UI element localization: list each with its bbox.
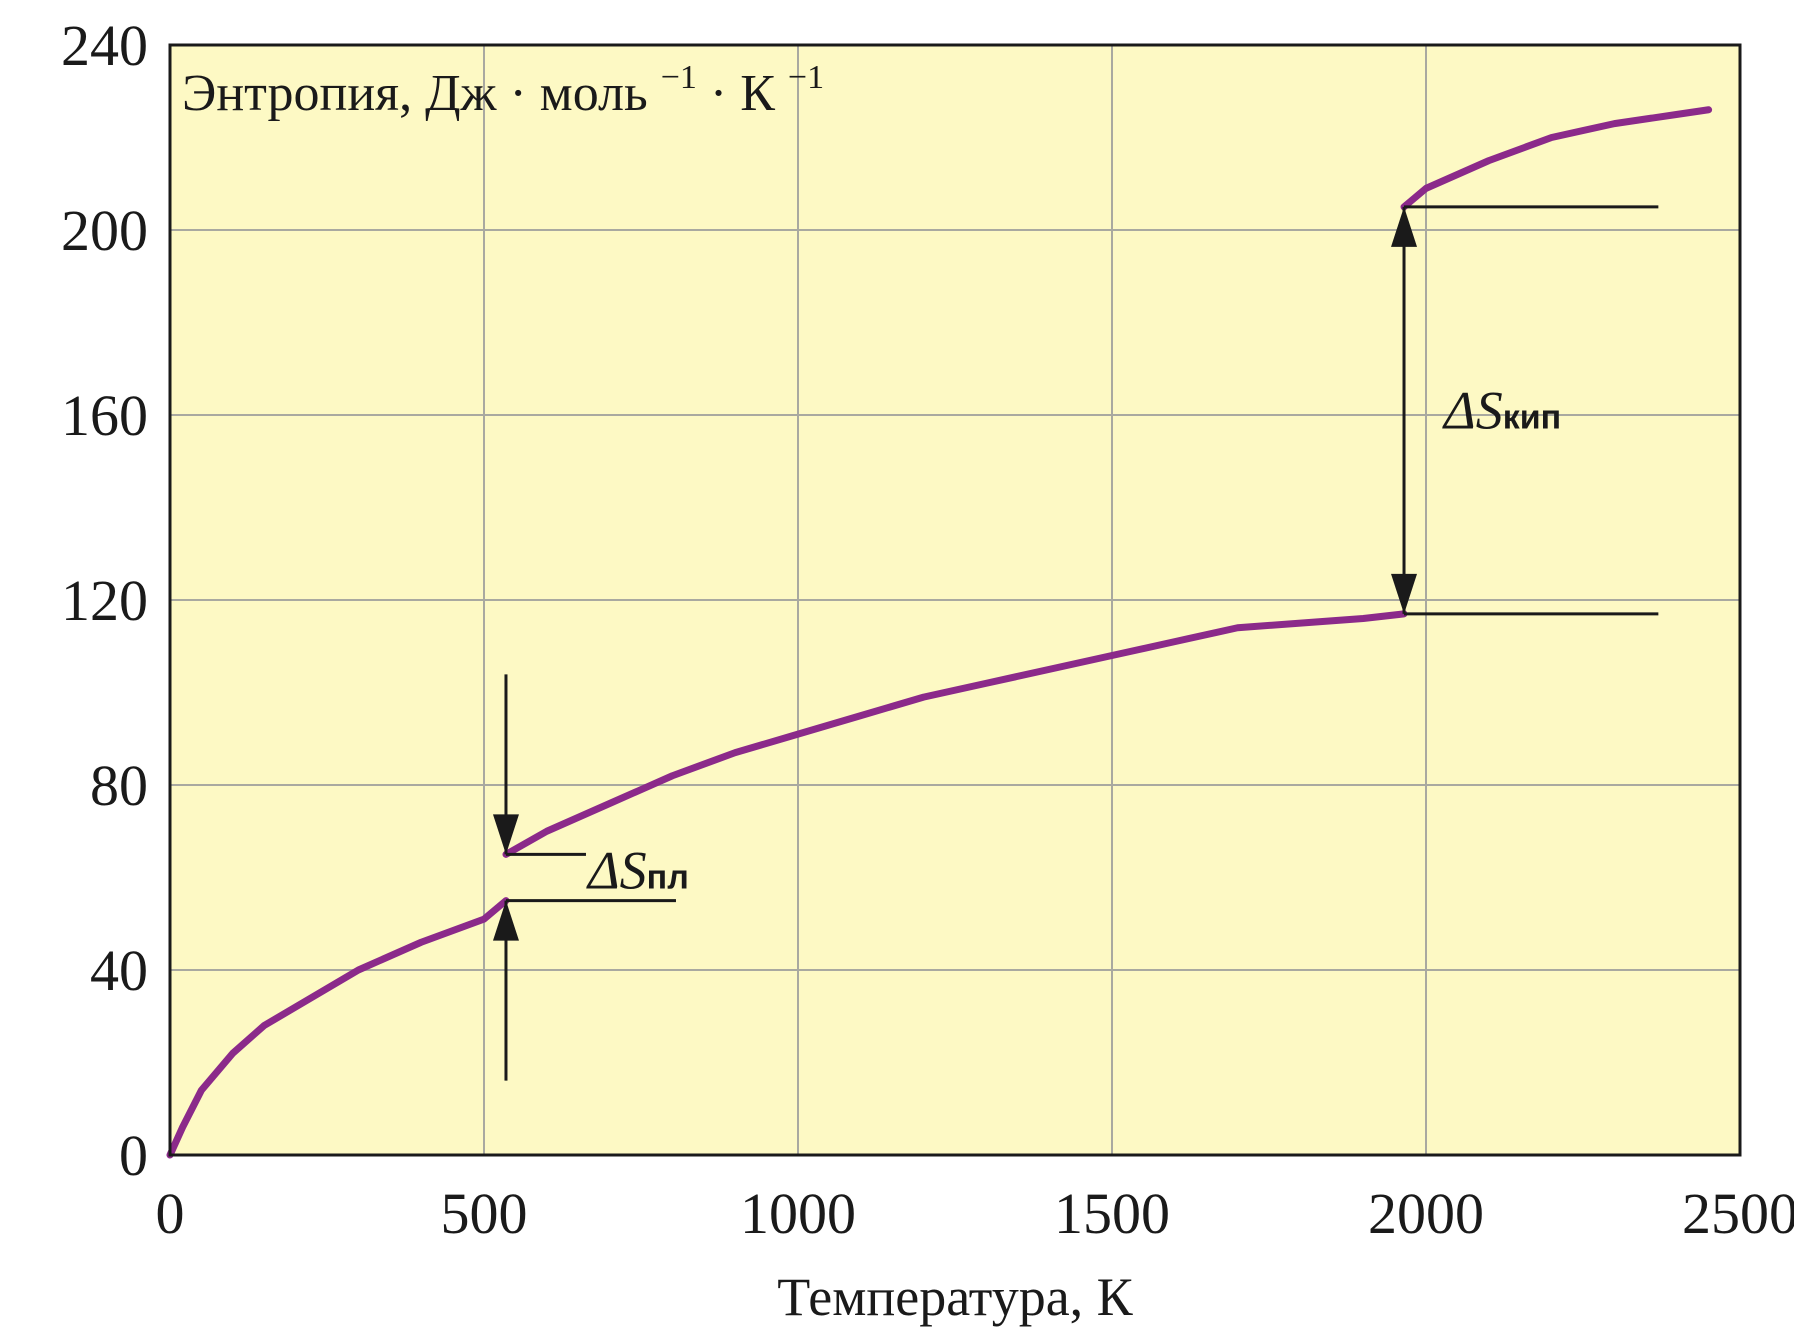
- y-axis-title-sup2: −1: [788, 59, 824, 96]
- y-axis-title-mid: · К: [710, 65, 775, 122]
- x-tick-label: 500: [441, 1181, 528, 1246]
- y-tick-labels: 0 40 80 120 160 200 240: [61, 13, 148, 1188]
- y-tick-label: 240: [61, 13, 148, 78]
- y-tick-label: 120: [61, 568, 148, 633]
- grid: [169, 44, 1741, 1156]
- y-tick-label: 200: [61, 198, 148, 263]
- x-axis-title: Температура, К: [777, 1267, 1133, 1327]
- arrow-head: [492, 900, 519, 941]
- melting-entropy-symbol: ΔS: [586, 840, 647, 900]
- plot-frame: [168, 43, 1742, 1157]
- x-tick-label: 2000: [1368, 1181, 1484, 1246]
- curve-segment: [502, 610, 1408, 858]
- x-tick-label: 2500: [1682, 1181, 1794, 1246]
- boiling-entropy-subscript: кип: [1503, 398, 1561, 436]
- melting-entropy-subscript: пл: [647, 858, 689, 896]
- y-axis-title-sup1: −1: [661, 59, 697, 96]
- y-tick-label: 0: [119, 1123, 148, 1188]
- arrow-head: [1391, 573, 1418, 614]
- curve-segment: [1400, 106, 1713, 211]
- arrow-head: [492, 814, 519, 855]
- x-tick-label: 0: [156, 1181, 185, 1246]
- curve-segment: [166, 897, 510, 1159]
- melting-entropy-label: ΔSпл: [586, 840, 689, 900]
- y-tick-label: 80: [90, 753, 148, 818]
- x-tick-label: 1500: [1054, 1181, 1170, 1246]
- y-axis-title-text: Энтропия, Дж · моль: [182, 65, 648, 122]
- y-axis-title: Энтропия, Дж · моль −1 · К −1: [182, 43, 824, 122]
- boiling-entropy-label: ΔSкип: [1442, 380, 1561, 440]
- y-tick-label: 160: [61, 383, 148, 448]
- y-tick-label: 40: [90, 938, 148, 1003]
- entropy-curve: [166, 106, 1713, 1159]
- boiling-entropy-symbol: ΔS: [1442, 380, 1503, 440]
- x-tick-labels: 0 500 1000 1500 2000 2500: [156, 1181, 1794, 1246]
- x-tick-label: 1000: [740, 1181, 856, 1246]
- arrow-head: [1391, 206, 1418, 247]
